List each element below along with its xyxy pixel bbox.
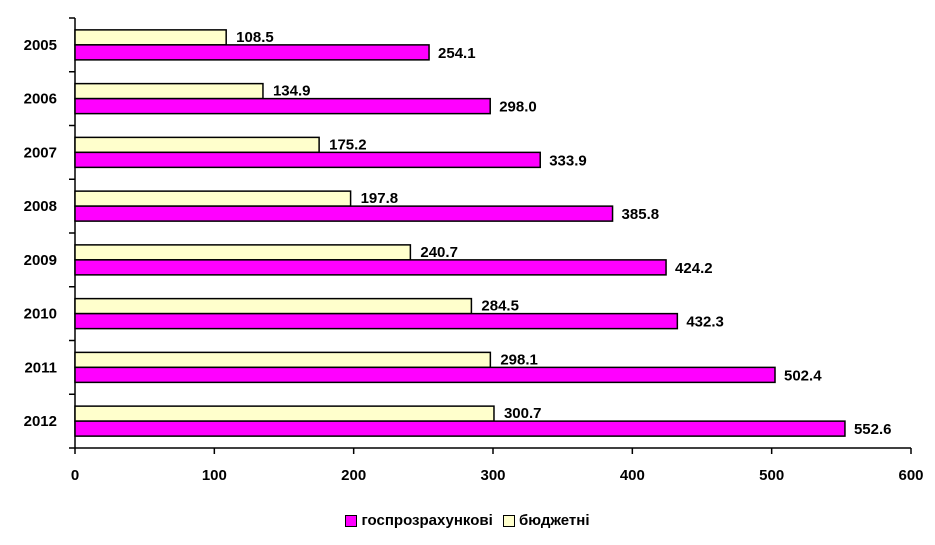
x-tick-label: 300	[480, 467, 505, 484]
bar-biudzhetni	[74, 297, 473, 315]
category-label: 2012	[24, 413, 57, 430]
x-tick-label: 100	[202, 467, 227, 484]
value-label-biudzhetni: 134.9	[273, 83, 311, 100]
value-label-biudzhetni: 197.8	[361, 190, 399, 207]
category-label: 2007	[24, 144, 57, 161]
legend: госпрозрахункові бюджетні	[0, 512, 935, 531]
bar-biudzhetni	[74, 351, 492, 369]
bar-gosprozrakhunkovi	[74, 151, 541, 169]
category-label: 2008	[24, 198, 57, 215]
value-label-gosprozrakhunkovi: 502.4	[784, 367, 822, 384]
bar-gosprozrakhunkovi	[74, 420, 846, 437]
value-label-biudzhetni: 300.7	[504, 405, 542, 422]
value-label-biudzhetni: 284.5	[481, 298, 519, 315]
value-label-gosprozrakhunkovi: 298.0	[499, 99, 537, 116]
legend-label-gosprozrakhunkovi: госпрозрахункові	[361, 512, 493, 529]
x-tick-label: 600	[898, 467, 923, 484]
x-tick-label: 0	[71, 467, 79, 484]
legend-item-biudzhetni: бюджетні	[502, 512, 590, 529]
value-label-gosprozrakhunkovi: 424.2	[675, 260, 713, 277]
legend-swatch-biudzhetni	[502, 514, 515, 527]
value-label-gosprozrakhunkovi: 552.6	[854, 421, 892, 438]
value-label-gosprozrakhunkovi: 333.9	[549, 152, 587, 169]
bar-gosprozrakhunkovi	[74, 259, 667, 276]
bar-biudzhetni	[74, 190, 352, 207]
value-label-biudzhetni: 108.5	[236, 29, 274, 46]
value-label-gosprozrakhunkovi: 432.3	[686, 314, 724, 331]
bar-gosprozrakhunkovi	[74, 97, 491, 115]
x-tick-label: 200	[341, 467, 366, 484]
bar-biudzhetni	[74, 29, 227, 46]
x-tick-label: 500	[759, 467, 784, 484]
x-tick-label: 400	[620, 467, 645, 484]
bar-biudzhetni	[74, 136, 320, 154]
legend-label-biudzhetni: бюджетні	[518, 512, 590, 529]
value-label-gosprozrakhunkovi: 254.1	[438, 45, 476, 62]
category-label: 2009	[24, 252, 57, 269]
bar-biudzhetni	[74, 244, 412, 261]
bar-biudzhetni	[74, 405, 495, 422]
category-label: 2010	[24, 306, 57, 323]
legend-swatch-gosprozrakhunkovi	[345, 514, 358, 527]
value-label-biudzhetni: 240.7	[420, 244, 458, 261]
plot-area: 0 100 200 300 400 500 600 2005 108.5 254.1 2006 134…	[24, 17, 924, 484]
category-label: 2011	[24, 359, 57, 376]
bar-gosprozrakhunkovi	[74, 205, 614, 222]
bar-gosprozrakhunkovi	[74, 44, 430, 61]
category-label: 2006	[24, 91, 57, 108]
value-label-biudzhetni: 298.1	[500, 351, 538, 368]
legend-item-gosprozrakhunkovi: госпрозрахункові	[345, 512, 493, 529]
bar-gosprozrakhunkovi	[74, 366, 776, 384]
value-label-gosprozrakhunkovi: 385.8	[622, 206, 660, 223]
bar-gosprozrakhunkovi	[74, 312, 679, 330]
category-label: 2005	[24, 37, 57, 54]
value-label-biudzhetni: 175.2	[329, 136, 367, 153]
bar-biudzhetni	[74, 82, 264, 100]
